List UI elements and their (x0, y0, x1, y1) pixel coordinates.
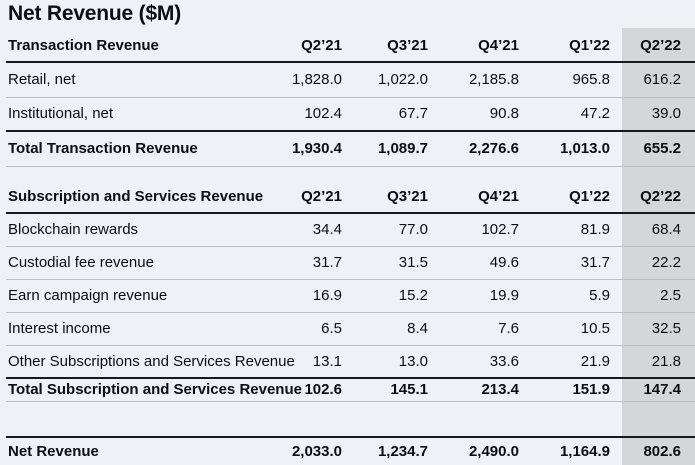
spacer-cell-highlight (622, 401, 695, 437)
value-cell: 147.4 (622, 377, 695, 402)
value-cell: 616.2 (622, 62, 695, 98)
value-cell: 15.2 (354, 279, 440, 313)
section-title: Transaction Revenue (6, 28, 268, 63)
value-cell: 19.9 (440, 279, 531, 313)
column-header: Q4’21 (440, 185, 531, 214)
value-cell: 2.5 (622, 279, 695, 313)
value-cell: 802.6 (622, 436, 695, 465)
value-cell: 7.6 (440, 312, 531, 346)
column-header: Q2’22 (622, 28, 695, 63)
column-header: Q2’21 (268, 185, 354, 214)
value-cell: 81.9 (531, 213, 622, 247)
column-header: Q2’21 (268, 28, 354, 63)
value-cell: 965.8 (531, 62, 622, 98)
row-label: Earn campaign revenue (6, 279, 268, 313)
value-cell: 1,234.7 (354, 436, 440, 465)
column-header: Q3’21 (354, 185, 440, 214)
value-cell: 213.4 (440, 377, 531, 402)
spacer-cell (6, 401, 622, 437)
page-title: Net Revenue ($M) (8, 2, 182, 25)
value-cell: 151.9 (531, 377, 622, 402)
revenue-table-body: Transaction Revenue Q2’21 Q3’21 Q4’21 Q1’22 Q… (6, 28, 695, 465)
net-revenue-row: Net Revenue 2,033.0 1,234.7 2,490.0 1,164.9 8… (6, 436, 695, 465)
row-label: Interest income (6, 312, 268, 346)
value-cell: 1,828.0 (268, 62, 354, 98)
spacer-row (6, 401, 695, 437)
value-cell: 2,490.0 (440, 436, 531, 465)
row-label: Total Subscription and Services Revenue (6, 377, 302, 402)
value-cell: 33.6 (440, 345, 531, 379)
value-cell: 10.5 (531, 312, 622, 346)
column-header: Q1’22 (531, 28, 622, 63)
value-cell: 67.7 (354, 97, 440, 132)
value-cell: 6.5 (268, 312, 354, 346)
row-label: Net Revenue (6, 436, 268, 465)
value-cell: 2,276.6 (440, 130, 531, 167)
value-cell: 8.4 (354, 312, 440, 346)
value-cell: 1,089.7 (354, 130, 440, 167)
revenue-table: Transaction Revenue Q2’21 Q3’21 Q4’21 Q1’22 Q… (6, 28, 695, 465)
column-header: Q1’22 (531, 185, 622, 214)
value-cell: 1,930.4 (268, 130, 354, 167)
value-cell: 21.9 (531, 345, 622, 379)
table-row: Other Subscriptions and Services Revenue… (6, 345, 695, 379)
value-cell: 2,033.0 (268, 436, 354, 465)
value-cell: 102.6 (268, 377, 354, 402)
value-cell: 655.2 (622, 130, 695, 167)
table-row: Custodial fee revenue 31.7 31.5 49.6 31.7 22.… (6, 246, 695, 280)
column-header: Q2’22 (622, 185, 695, 214)
spacer-row (6, 166, 695, 185)
value-cell: 1,013.0 (531, 130, 622, 167)
row-label: Retail, net (6, 62, 268, 98)
spacer-cell-highlight (622, 166, 695, 185)
value-cell: 13.0 (354, 345, 440, 379)
value-cell: 13.1 (268, 345, 354, 379)
section-header-row: Subscription and Services Revenue Q2’21 Q3… (6, 185, 695, 214)
value-cell: 102.4 (268, 97, 354, 132)
value-cell: 77.0 (354, 213, 440, 247)
table-row: Institutional, net 102.4 67.7 90.8 47.2 39.0 (6, 97, 695, 132)
value-cell: 145.1 (354, 377, 440, 402)
table-row: Retail, net 1,828.0 1,022.0 2,185.8 965.8 616… (6, 62, 695, 98)
value-cell: 16.9 (268, 279, 354, 313)
value-cell: 31.5 (354, 246, 440, 280)
row-label: Custodial fee revenue (6, 246, 268, 280)
value-cell: 102.7 (440, 213, 531, 247)
value-cell: 68.4 (622, 213, 695, 247)
value-cell: 1,022.0 (354, 62, 440, 98)
value-cell: 22.2 (622, 246, 695, 280)
value-cell: 2,185.8 (440, 62, 531, 98)
value-cell: 34.4 (268, 213, 354, 247)
value-cell: 39.0 (622, 97, 695, 132)
column-header: Q3’21 (354, 28, 440, 63)
spacer-cell (6, 166, 622, 185)
value-cell: 49.6 (440, 246, 531, 280)
value-cell: 5.9 (531, 279, 622, 313)
row-label: Institutional, net (6, 97, 268, 132)
section-title: Subscription and Services Revenue (6, 185, 268, 214)
value-cell: 31.7 (268, 246, 354, 280)
table-row: Interest income 6.5 8.4 7.6 10.5 32.5 (6, 312, 695, 346)
value-cell: 31.7 (531, 246, 622, 280)
table-row: Total Transaction Revenue 1,930.4 1,089.7 2… (6, 130, 695, 167)
value-cell: 32.5 (622, 312, 695, 346)
value-cell: 47.2 (531, 97, 622, 132)
row-label: Blockchain rewards (6, 213, 268, 247)
table-row: Total Subscription and Services Revenue 1… (6, 377, 695, 402)
value-cell: 90.8 (440, 97, 531, 132)
value-cell: 21.8 (622, 345, 695, 379)
row-label: Other Subscriptions and Services Revenue (6, 345, 295, 379)
section-header-row: Transaction Revenue Q2’21 Q3’21 Q4’21 Q1’22 Q… (6, 28, 695, 63)
column-header: Q4’21 (440, 28, 531, 63)
row-label: Total Transaction Revenue (6, 130, 268, 167)
table-row: Earn campaign revenue 16.9 15.2 19.9 5.9 2.5 (6, 279, 695, 313)
value-cell: 1,164.9 (531, 436, 622, 465)
table-row: Blockchain rewards 34.4 77.0 102.7 81.9 68.4 (6, 213, 695, 247)
